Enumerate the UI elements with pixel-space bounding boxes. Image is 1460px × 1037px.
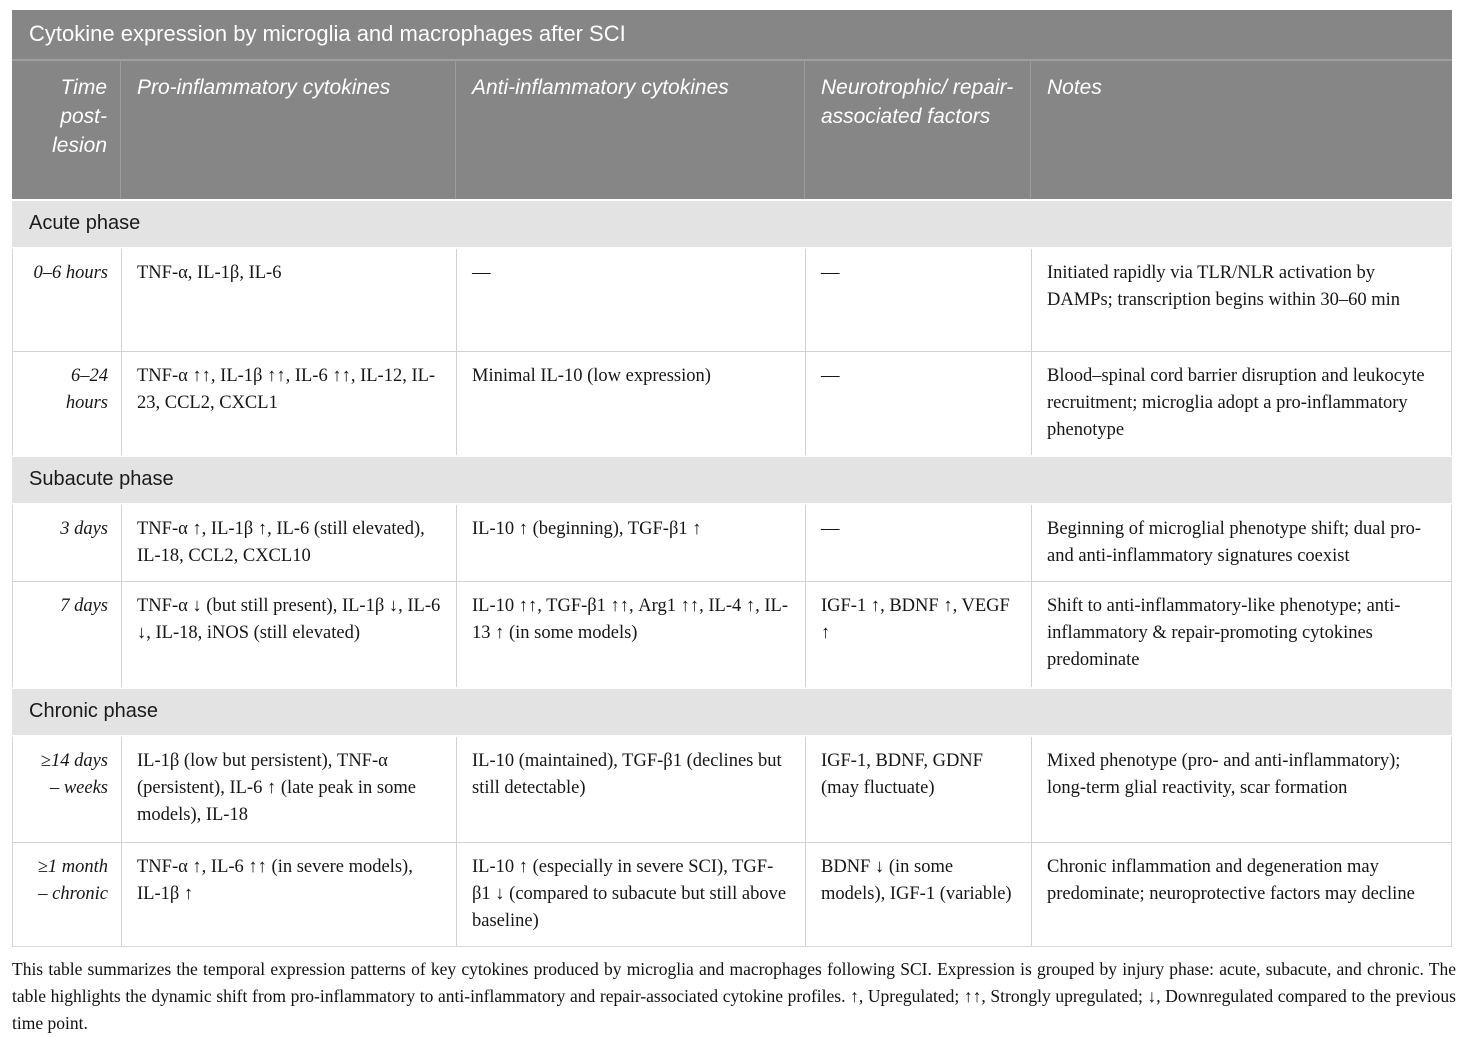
- cell-neurotrophic: —: [805, 505, 1031, 581]
- column-header-anti-inflammatory: Anti-inflammatory cytokines: [455, 61, 804, 199]
- cell-anti-inflammatory: IL-10 (maintained), TGF-β1 (declines but…: [456, 737, 805, 842]
- table-row-3-days: 3 days TNF-α ↑, IL-1β ↑, IL-6 (still ele…: [12, 505, 1452, 581]
- cell-notes: Chronic inflammation and degeneration ma…: [1031, 843, 1453, 946]
- table-row-14-days-weeks: ≥14 days – weeks IL-1β (low but persiste…: [12, 737, 1452, 842]
- cell-neurotrophic: IGF-1, BDNF, GDNF (may fluctuate): [805, 737, 1031, 842]
- column-header-time-post-lesion: Time post-lesion: [52, 76, 107, 157]
- cell-neurotrophic: —: [805, 249, 1031, 351]
- cell-pro-inflammatory: TNF-α ↑↑, IL-1β ↑↑, IL-6 ↑↑, IL-12, IL-2…: [121, 352, 456, 455]
- section-header-chronic-phase: Chronic phase: [12, 687, 1452, 737]
- cell-notes: Blood–spinal cord barrier disruption and…: [1031, 352, 1453, 455]
- table-footnote: This table summarizes the temporal expre…: [12, 959, 1456, 1034]
- cell-pro-inflammatory: TNF-α ↑, IL-1β ↑, IL-6 (still elevated),…: [121, 505, 456, 581]
- cell-pro-inflammatory: TNF-α ↑, IL-6 ↑↑ (in severe models), IL-…: [121, 843, 456, 946]
- table-title: Cytokine expression by microglia and mac…: [12, 10, 1452, 61]
- cell-anti-inflammatory: IL-10 ↑↑, TGF-β1 ↑↑, Arg1 ↑↑, IL-4 ↑, IL…: [456, 582, 805, 687]
- cell-time: 6–24 hours: [65, 366, 108, 413]
- cell-pro-inflammatory: TNF-α ↓ (but still present), IL-1β ↓, IL…: [121, 582, 456, 687]
- table-row-0-6-hours: 0–6 hours TNF-α, IL-1β, IL-6 — — Initiat…: [12, 249, 1452, 351]
- table-row-6-24-hours: 6–24 hours TNF-α ↑↑, IL-1β ↑↑, IL-6 ↑↑, …: [12, 351, 1452, 455]
- cell-notes: Mixed phenotype (pro- and anti-inflammat…: [1031, 737, 1453, 842]
- cell-time: ≥1 month – chronic: [37, 857, 108, 904]
- column-header-pro-inflammatory: Pro-inflammatory cytokines: [120, 61, 455, 199]
- cell-time: ≥14 days – weeks: [40, 751, 108, 798]
- section-header-subacute-phase: Subacute phase: [12, 455, 1452, 505]
- section-header-acute-phase: Acute phase: [12, 199, 1452, 249]
- cell-anti-inflammatory: Minimal IL-10 (low expression): [456, 352, 805, 455]
- cell-time: 3 days: [60, 519, 108, 539]
- cell-neurotrophic: BDNF ↓ (in some models), IGF-1 (variable…: [805, 843, 1031, 946]
- cell-notes: Initiated rapidly via TLR/NLR activation…: [1031, 249, 1453, 351]
- cell-notes: Shift to anti-inflammatory-like phenotyp…: [1031, 582, 1453, 687]
- column-header-neurotrophic: Neurotrophic/ repair-associated factors: [804, 61, 1030, 199]
- cell-neurotrophic: —: [805, 352, 1031, 455]
- cell-anti-inflammatory: IL-10 ↑ (especially in severe SCI), TGF-…: [456, 843, 805, 946]
- table-header-row: Time post-lesion Pro-inflammatory cytoki…: [12, 61, 1452, 199]
- cytokine-table: Cytokine expression by microglia and mac…: [12, 10, 1452, 947]
- cell-anti-inflammatory: —: [456, 249, 805, 351]
- cell-notes: Beginning of microglial phenotype shift;…: [1031, 505, 1453, 581]
- cell-neurotrophic: IGF-1 ↑, BDNF ↑, VEGF ↑: [805, 582, 1031, 687]
- cell-pro-inflammatory: TNF-α, IL-1β, IL-6: [121, 249, 456, 351]
- table-row-1-month-chronic: ≥1 month – chronic TNF-α ↑, IL-6 ↑↑ (in …: [12, 842, 1452, 947]
- table-row-7-days: 7 days TNF-α ↓ (but still present), IL-1…: [12, 581, 1452, 687]
- cell-time: 7 days: [60, 596, 108, 616]
- cell-time: 0–6 hours: [33, 263, 108, 283]
- cell-pro-inflammatory: IL-1β (low but persistent), TNF-α (persi…: [121, 737, 456, 842]
- cell-anti-inflammatory: IL-10 ↑ (beginning), TGF-β1 ↑: [456, 505, 805, 581]
- column-header-notes: Notes: [1030, 61, 1452, 199]
